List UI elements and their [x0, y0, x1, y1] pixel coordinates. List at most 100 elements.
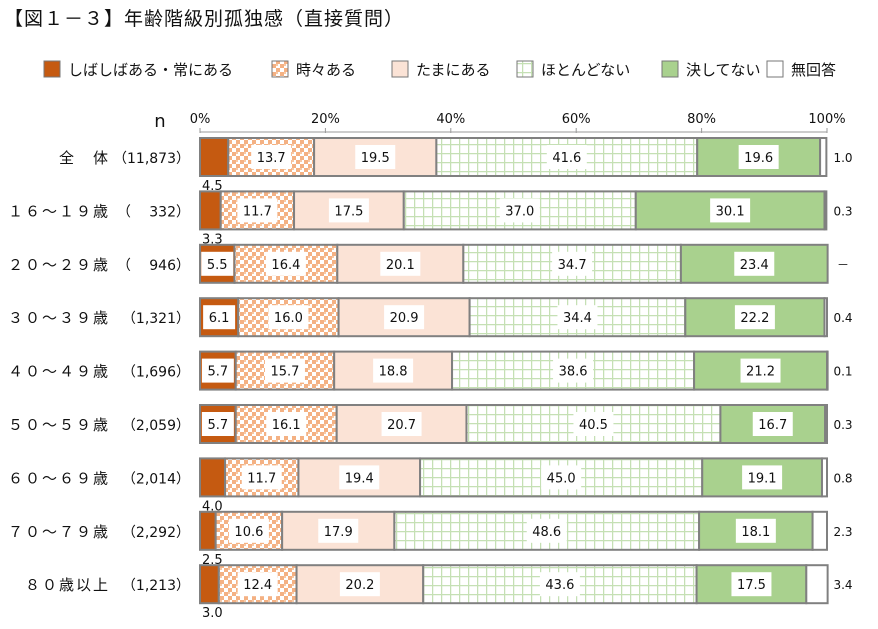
data-label-bg — [573, 412, 614, 436]
data-label-bg — [264, 358, 305, 383]
data-label-bg — [541, 465, 582, 490]
n-label: n — [154, 111, 165, 132]
data-label-bg — [740, 358, 781, 383]
bar-segment — [234, 404, 338, 444]
data-label: 17.5 — [737, 578, 766, 593]
bar-segment — [811, 510, 828, 551]
data-label-bg — [381, 412, 422, 436]
data-label-bg — [384, 305, 425, 330]
data-label-bg — [735, 518, 776, 543]
bar-segment — [199, 137, 230, 177]
data-label-bg — [237, 198, 278, 223]
data-label: 12.4 — [243, 578, 272, 593]
data-label: 34.7 — [558, 258, 587, 273]
data-label-bg — [738, 145, 779, 169]
data-label-bg — [731, 572, 772, 597]
data-label-bg — [557, 305, 598, 330]
data-label: 30.1 — [716, 204, 745, 219]
data-label: 45.0 — [547, 471, 576, 486]
legend-label: たまにある — [416, 61, 491, 79]
data-label: 17.9 — [324, 525, 353, 540]
data-label-bg — [553, 358, 594, 383]
category-label: ４０～４９歳 — [8, 363, 110, 381]
data-label: 23.4 — [740, 258, 769, 273]
bar-segment — [217, 564, 298, 605]
data-label-bg — [499, 198, 540, 223]
data-label-bg — [546, 145, 587, 169]
data-label-bg — [265, 251, 306, 276]
data-label: 19.6 — [744, 151, 773, 166]
data-label: 37.0 — [505, 204, 534, 219]
data-label-bg — [355, 145, 396, 169]
data-label: 4.5 — [202, 179, 223, 194]
bar-segment — [199, 510, 217, 551]
legend-swatch — [766, 60, 784, 78]
data-label: 3.3 — [202, 232, 223, 247]
data-label-bg — [373, 358, 414, 383]
data-label-no-answer: 3.4 — [833, 578, 852, 592]
legend-swatch — [516, 60, 534, 78]
data-label: 11.7 — [247, 471, 276, 486]
category-label: ８０歳以上 — [25, 576, 110, 594]
data-label: 20.7 — [387, 418, 416, 433]
data-label-bg — [734, 251, 775, 276]
data-label-bg — [237, 572, 278, 597]
data-label: 34.4 — [563, 311, 592, 326]
data-label: 6.1 — [209, 311, 230, 326]
bar-segment — [819, 137, 828, 177]
data-label-bg — [734, 305, 775, 330]
legend-label: ほとんどない — [541, 61, 630, 79]
data-label: 3.0 — [202, 606, 223, 621]
data-label: 10.6 — [234, 525, 263, 540]
bar-segment — [199, 190, 222, 231]
category-label: ２０～２９歳 — [8, 256, 110, 274]
data-label-no-answer: － — [837, 258, 849, 272]
data-label-bg — [752, 412, 793, 436]
data-label: 4.0 — [202, 499, 223, 514]
data-label-no-answer: 0.4 — [833, 311, 852, 325]
chart-title: 【図１－３】年齢階級別孤独感（直接質問） — [4, 8, 405, 30]
data-label: 13.7 — [257, 151, 286, 166]
data-label-bg — [539, 572, 580, 597]
data-label-bg — [241, 465, 282, 490]
data-label: 21.2 — [746, 365, 775, 380]
category-label: ６０～６９歳 — [8, 469, 110, 487]
data-label-bg — [742, 465, 783, 490]
n-value: （2,014） — [122, 471, 190, 487]
n-value: （1,213） — [122, 578, 190, 594]
data-label-no-answer: 0.8 — [833, 471, 852, 485]
category-label: ５０～５９歳 — [8, 416, 110, 434]
data-label: 48.6 — [532, 525, 561, 540]
n-value: （ 332） — [117, 204, 190, 220]
x-tick-label: 20% — [311, 112, 340, 127]
data-label: 16.0 — [274, 311, 303, 326]
bar-segment — [826, 350, 829, 391]
data-label-bg — [201, 358, 234, 383]
bar-segment — [199, 564, 220, 605]
n-value: （11,873） — [113, 151, 190, 167]
data-label: 5.7 — [208, 418, 229, 433]
data-label-bg — [228, 518, 269, 543]
legend-label: 時々ある — [296, 61, 356, 79]
data-label-bg — [251, 145, 292, 169]
data-label: 20.2 — [345, 578, 374, 593]
data-label: 17.5 — [334, 204, 363, 219]
legend-label: 決してない — [686, 61, 761, 79]
bar-segment — [199, 457, 227, 498]
data-label: 22.2 — [740, 311, 769, 326]
bar-segment — [823, 297, 829, 338]
data-label-bg — [710, 198, 751, 223]
data-label: 19.1 — [748, 471, 777, 486]
x-tick-label: 100% — [808, 112, 845, 127]
bar-segment — [820, 457, 829, 498]
data-label: 16.7 — [758, 418, 787, 433]
data-label: 20.9 — [390, 311, 419, 326]
data-label-no-answer: 2.3 — [833, 525, 852, 539]
data-label-bg — [201, 251, 234, 276]
data-label-no-answer: 1.0 — [833, 151, 852, 165]
n-value: （2,292） — [122, 525, 190, 541]
data-label: 20.1 — [386, 258, 415, 273]
data-label-bg — [526, 518, 567, 543]
data-label-bg — [266, 412, 307, 436]
